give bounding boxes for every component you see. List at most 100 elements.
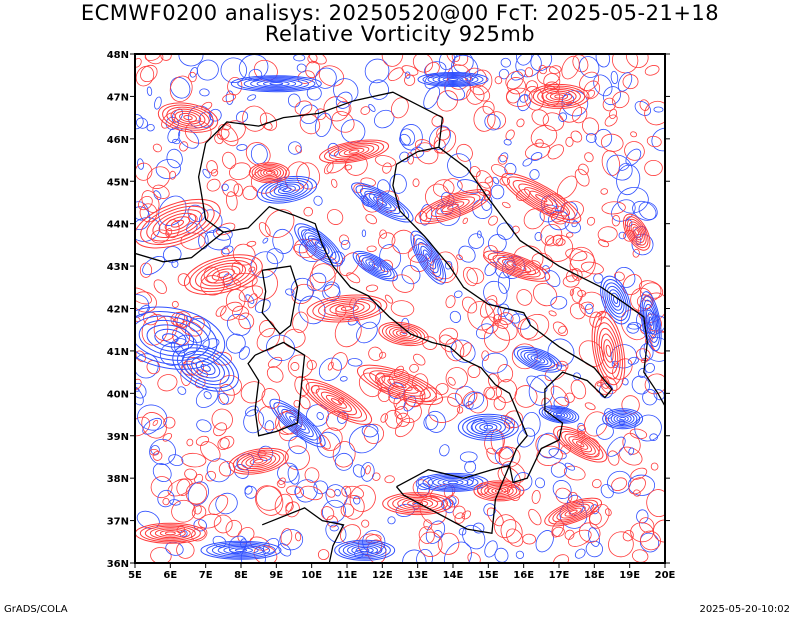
contour-line <box>250 251 278 279</box>
contour-line <box>208 494 229 516</box>
contour-line <box>256 175 318 204</box>
contour-line <box>618 446 643 466</box>
contour-line <box>552 526 565 537</box>
contour-line <box>174 110 202 125</box>
contour-line <box>195 435 210 446</box>
contour-line <box>298 295 326 325</box>
contour-line <box>369 370 431 400</box>
contour-line <box>273 402 322 444</box>
contour-line <box>568 529 592 547</box>
contour-line <box>554 94 564 99</box>
contour-line <box>348 425 379 454</box>
contour-line <box>627 356 639 365</box>
contour-line <box>142 417 163 435</box>
contour-line <box>420 245 437 270</box>
contour-line <box>334 452 353 471</box>
contour-line <box>483 250 551 282</box>
contour-line <box>473 480 525 502</box>
contour-line <box>206 458 232 483</box>
contour-line <box>199 88 210 97</box>
contour-line <box>507 176 576 220</box>
contour-line <box>172 343 239 392</box>
contour-line <box>215 305 227 317</box>
contour-line <box>325 484 348 508</box>
contour-line <box>566 232 574 238</box>
lat-label: 43N <box>107 262 129 273</box>
contour-line <box>171 300 179 308</box>
contour-line <box>146 360 161 375</box>
contour-line <box>456 254 463 261</box>
contour-line <box>222 151 237 170</box>
contour-line <box>299 396 311 410</box>
contour-line <box>401 265 421 285</box>
contour-line <box>374 109 395 129</box>
contour-line <box>284 445 310 471</box>
contour-line <box>512 180 570 217</box>
lat-label: 46N <box>107 135 129 146</box>
contour-line <box>396 412 411 427</box>
contour-line <box>229 547 253 554</box>
contour-line <box>579 56 600 78</box>
contour-line <box>306 272 327 291</box>
contour-line <box>528 508 542 526</box>
contour-line <box>205 470 217 482</box>
lat-label: 40N <box>107 389 129 400</box>
contour-line <box>439 54 456 71</box>
contour-line <box>285 501 300 518</box>
contour-line <box>172 138 181 145</box>
contour-line <box>569 251 596 279</box>
contour-line <box>266 334 296 361</box>
contour-line <box>169 75 193 103</box>
contour-line <box>230 75 322 93</box>
contour-line <box>438 327 458 345</box>
contour-line <box>596 381 604 387</box>
contour-line <box>603 339 614 363</box>
contour-line <box>160 54 172 61</box>
contour-line <box>479 423 498 432</box>
contour-line <box>154 528 186 539</box>
contour-line <box>570 130 583 143</box>
contour-line <box>237 76 316 92</box>
contour-line <box>648 316 653 326</box>
contour-line <box>136 510 160 529</box>
contour-line <box>584 152 594 163</box>
contour-line <box>600 188 609 195</box>
contour-line <box>320 506 335 521</box>
contour-line <box>221 245 234 255</box>
contour-line <box>540 224 563 247</box>
contour-line <box>206 160 218 174</box>
contour-line <box>184 468 198 480</box>
contour-line <box>646 135 662 148</box>
contour-line <box>612 358 633 380</box>
contour-line <box>368 346 383 361</box>
contour-line <box>584 411 608 437</box>
contour-line <box>530 54 553 72</box>
contour-line <box>612 91 630 109</box>
contour-line <box>643 336 665 362</box>
contour-line <box>144 525 196 541</box>
contour-line <box>325 410 347 431</box>
contour-line <box>602 279 629 322</box>
contour-line <box>165 541 184 556</box>
contour-line <box>366 245 377 253</box>
contour-line <box>373 196 392 209</box>
contour-line <box>544 234 574 262</box>
contour-line <box>623 213 651 251</box>
lat-label: 37N <box>107 517 129 528</box>
contour-line <box>381 54 404 67</box>
contour-line <box>353 496 361 505</box>
contour-line <box>283 328 306 349</box>
contour-line <box>530 152 543 161</box>
contour-line <box>233 464 249 479</box>
contour-line <box>443 541 472 563</box>
contour-line <box>392 274 415 293</box>
contour-line <box>226 314 251 336</box>
contour-line <box>449 310 462 323</box>
contour-line <box>340 503 355 518</box>
contour-line <box>493 396 506 411</box>
contour-line <box>625 54 649 69</box>
contour-line <box>233 183 243 197</box>
contour-line <box>360 177 376 187</box>
contour-line <box>146 166 171 189</box>
contour-line <box>530 125 558 148</box>
